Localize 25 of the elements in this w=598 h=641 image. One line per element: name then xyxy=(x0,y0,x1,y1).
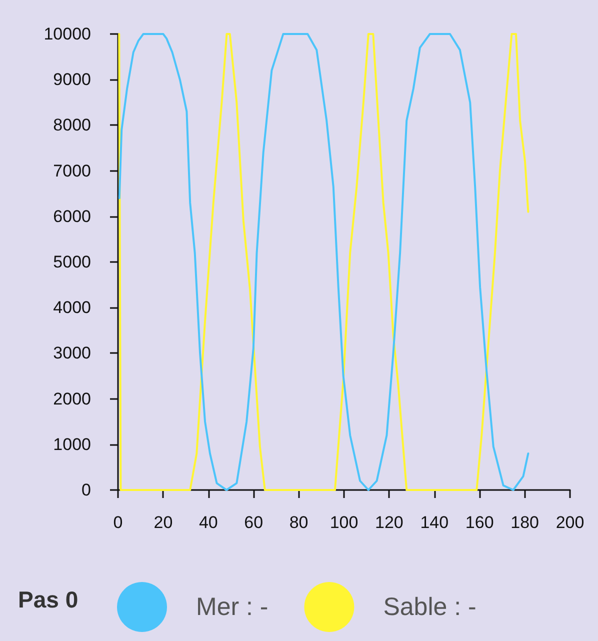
y-tick-label: 8000 xyxy=(53,116,91,135)
x-tick-label: 140 xyxy=(420,513,449,532)
y-tick-label: 0 xyxy=(82,480,91,500)
legend-label: Sable : - xyxy=(383,593,476,621)
x-tick-label: 60 xyxy=(244,513,264,532)
y-tick-label: 1000 xyxy=(53,434,91,454)
legend-title: Pas 0 xyxy=(18,586,78,612)
x-tick-label: 100 xyxy=(330,513,358,532)
legend-label: Mer : - xyxy=(196,593,268,621)
x-tick-label: 40 xyxy=(198,513,218,532)
y-tick-label: 3000 xyxy=(53,344,91,363)
y-tick-label: 2000 xyxy=(53,389,91,408)
x-tick-label: 80 xyxy=(289,513,308,532)
x-tick-label: 20 xyxy=(154,513,173,532)
x-tick-label: 160 xyxy=(465,513,494,532)
x-tick-label: 0 xyxy=(113,513,123,532)
y-tick-label: 9000 xyxy=(53,70,91,90)
y-tick-label: 6000 xyxy=(53,206,91,226)
y-tick-label: 7000 xyxy=(53,161,91,180)
y-tick-label: 4000 xyxy=(53,298,91,318)
x-tick-label: 120 xyxy=(375,513,404,532)
x-tick-label: 180 xyxy=(510,513,539,532)
y-tick-label: 5000 xyxy=(53,252,91,272)
x-tick-label: 200 xyxy=(556,513,584,532)
y-tick-label: 10000 xyxy=(44,24,91,44)
